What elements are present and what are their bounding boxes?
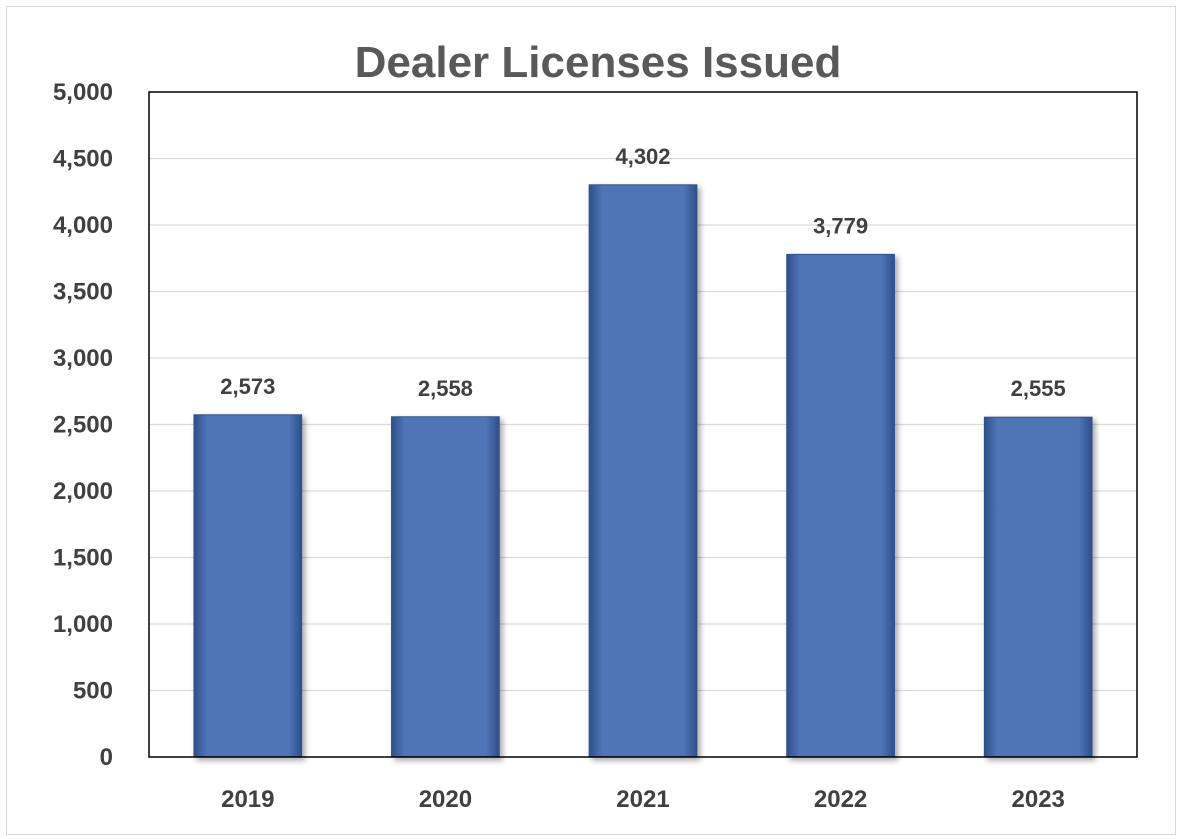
y-tick-label: 1,000 bbox=[53, 611, 113, 638]
x-category-label-2019: 2019 bbox=[221, 786, 274, 813]
plot-area-border bbox=[148, 91, 1138, 758]
data-labels: 2,573 2,558 4,302 3,779 2,555 bbox=[220, 144, 1065, 401]
data-label-2021: 4,302 bbox=[615, 144, 670, 169]
y-axis-tick-labels: 0 500 1,000 1,500 2,000 2,500 3,000 3,500 4,000 4… bbox=[53, 79, 113, 771]
y-tick-label: 1,500 bbox=[53, 545, 113, 572]
bar-2020 bbox=[391, 416, 500, 758]
y-tick-label: 0 bbox=[100, 744, 113, 771]
y-tick-label: 3,500 bbox=[53, 279, 113, 306]
y-tick-label: 4,000 bbox=[53, 212, 113, 239]
x-axis-category-labels: 2019 2020 2021 2022 2023 bbox=[221, 786, 1065, 813]
data-label-2023: 2,555 bbox=[1011, 376, 1066, 401]
y-tick-label: 2,000 bbox=[53, 478, 113, 505]
y-tick-label: 5,000 bbox=[53, 79, 113, 106]
y-tick-label: 2,500 bbox=[53, 412, 113, 439]
y-tick-label: 500 bbox=[73, 678, 113, 705]
data-label-2020: 2,558 bbox=[418, 376, 473, 401]
x-category-label-2022: 2022 bbox=[814, 786, 867, 813]
bar-2021 bbox=[588, 184, 698, 758]
bar-2023 bbox=[983, 416, 1093, 758]
data-label-2022: 3,779 bbox=[813, 213, 868, 238]
bar-2019 bbox=[193, 414, 303, 758]
x-category-label-2021: 2021 bbox=[616, 786, 669, 813]
plot-border bbox=[148, 91, 1138, 758]
y-tick-label: 3,000 bbox=[53, 345, 113, 372]
bars bbox=[193, 184, 1093, 758]
x-category-label-2023: 2023 bbox=[1012, 786, 1065, 813]
y-tick-label: 4,500 bbox=[53, 146, 113, 173]
x-category-label-2020: 2020 bbox=[419, 786, 472, 813]
data-label-2019: 2,573 bbox=[220, 374, 275, 399]
bar-2022 bbox=[786, 253, 895, 758]
chart-title: Dealer Licenses Issued bbox=[355, 38, 842, 87]
